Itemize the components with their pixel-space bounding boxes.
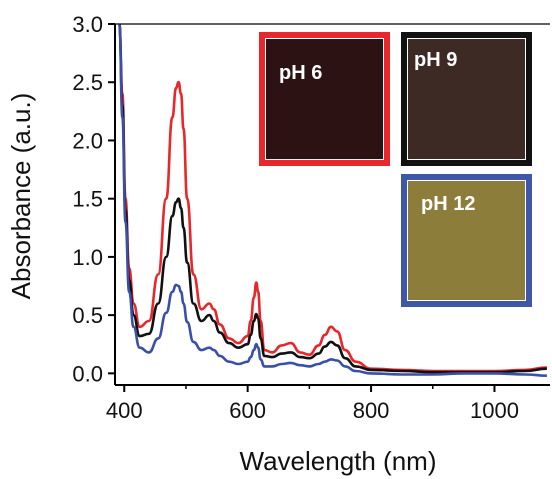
- inset-ph12: pH 12: [401, 174, 532, 307]
- y-tick-label: 2.0: [72, 128, 103, 153]
- series-line-1: [118, 24, 547, 374]
- y-tick-label: 3.0: [72, 12, 103, 37]
- series-line-0: [118, 24, 547, 373]
- series-layer: [118, 24, 547, 377]
- inset-ph9-photo: [408, 39, 525, 159]
- y-tick-label: 1.5: [72, 187, 103, 212]
- ticks: 400 600 800 1000 0.0 0.5 1.0 1.5 2.0 2.5 3.0: [72, 12, 519, 423]
- inset-ph9-label: pH 9: [414, 49, 457, 71]
- inset-ph12-photo: [408, 181, 525, 300]
- x-tick-label: 400: [106, 398, 143, 423]
- inset-ph12-label: pH 12: [421, 193, 475, 215]
- x-tick-label: 1000: [470, 398, 519, 423]
- y-tick-label: 2.5: [72, 70, 103, 95]
- inset-ph9: pH 9: [401, 32, 532, 166]
- inset-ph6-border: [259, 32, 390, 166]
- inset-ph6-photo: [266, 39, 383, 159]
- inset-ph6-label: pH 6: [279, 62, 322, 84]
- inset-ph6: pH 6: [259, 32, 390, 166]
- y-tick-label: 0.5: [72, 303, 103, 328]
- axes: [114, 23, 550, 386]
- inset-ph9-border: [401, 32, 532, 166]
- series-line-2: [118, 24, 547, 377]
- x-tick-label: 600: [229, 398, 266, 423]
- y-axis-title: Absorbance (a.u.): [6, 93, 36, 300]
- y-tick-label: 1.0: [72, 245, 103, 270]
- x-tick-label: 800: [353, 398, 390, 423]
- inset-ph12-border: [401, 174, 532, 307]
- x-axis-title: Wavelength (nm): [240, 446, 437, 476]
- y-tick-label: 0.0: [72, 361, 103, 386]
